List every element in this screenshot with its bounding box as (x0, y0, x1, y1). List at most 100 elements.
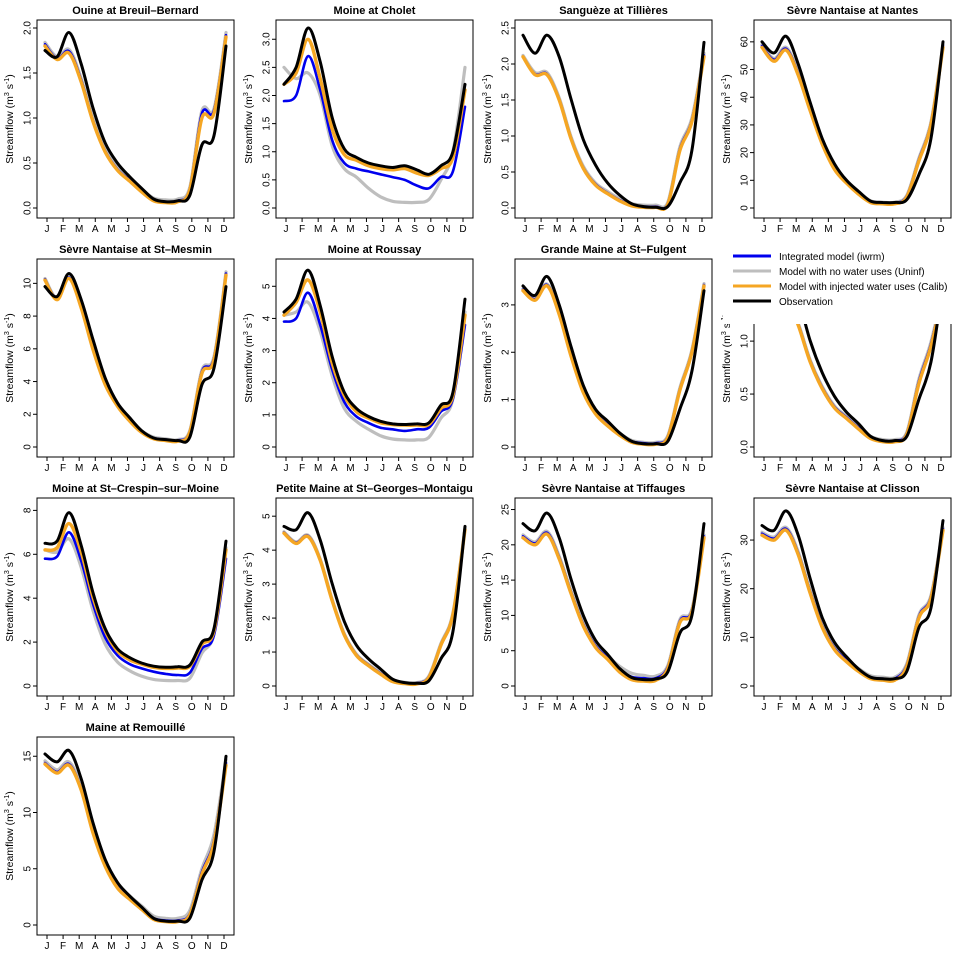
legend-label-iwrm: Integrated model (iwrm) (779, 252, 885, 263)
series-line-iwrm (282, 54, 467, 190)
series-line-uninf (282, 65, 467, 205)
x-tick-label: D (220, 702, 227, 713)
x-tick-label: M (75, 224, 83, 235)
x-tick-label: J (141, 463, 146, 474)
y-tick-label: 10 (501, 609, 512, 621)
y-tick-label: 0 (501, 683, 512, 689)
x-tick-label: J (603, 224, 608, 235)
y-tick-label: 2 (23, 639, 34, 645)
panel-title: Maine at Remouillé (86, 722, 186, 734)
x-tick-label: F (299, 224, 305, 235)
series-line-iwrm (282, 291, 467, 433)
x-tick-label: M (314, 702, 322, 713)
x-tick-label: A (92, 224, 99, 235)
y-tick-label: 2.5 (262, 60, 273, 74)
x-tick-label: O (427, 463, 435, 474)
x-tick-label: A (331, 702, 338, 713)
x-tick-label: O (427, 702, 435, 713)
x-tick-label: S (889, 702, 896, 713)
x-tick-label: J (45, 463, 50, 474)
panel-title: Grande Maine at St–Fulgent (541, 244, 687, 256)
y-tick-label: 1.5 (501, 93, 512, 107)
x-tick-label: J (858, 463, 863, 474)
y-tick-label: 0.5 (501, 165, 512, 179)
y-tick-label: 2.0 (262, 88, 273, 102)
x-tick-label: N (204, 224, 211, 235)
x-tick-label: J (45, 702, 50, 713)
x-tick-label: O (188, 463, 196, 474)
x-tick-label: J (380, 463, 385, 474)
x-tick-label: M (75, 941, 83, 952)
series-line-obs (43, 30, 228, 204)
y-axis-label: Streamflow (m3 s-1) (243, 74, 255, 164)
x-tick-label: N (682, 702, 689, 713)
x-tick-label: J (523, 702, 528, 713)
x-tick-label: M (314, 463, 322, 474)
plot-frame (514, 497, 713, 697)
y-tick-label: 8 (23, 313, 34, 319)
panel-title: Ouine at Breuil–Bernard (72, 5, 199, 17)
plot-frame (753, 497, 952, 697)
x-tick-label: D (937, 702, 944, 713)
y-tick-label: 40 (740, 91, 751, 103)
x-tick-label: F (299, 463, 305, 474)
x-tick-label: J (619, 224, 624, 235)
x-tick-label: M (792, 702, 800, 713)
x-tick-label: S (650, 463, 657, 474)
x-tick-label: O (188, 702, 196, 713)
plot-frame (275, 497, 474, 697)
plot-frame (514, 19, 713, 219)
x-tick-label: S (411, 702, 418, 713)
x-tick-label: N (921, 224, 928, 235)
x-tick-label: J (45, 941, 50, 952)
series-line-iwrm (43, 761, 228, 923)
y-tick-label: 5 (501, 647, 512, 653)
x-tick-label: N (682, 224, 689, 235)
y-tick-label: 0.5 (23, 156, 34, 170)
x-tick-label: M (792, 463, 800, 474)
series-line-calib (282, 528, 467, 687)
x-tick-label: A (809, 702, 816, 713)
y-axis-label: Streamflow (m3 s-1) (4, 74, 16, 164)
plot-frame (753, 19, 952, 219)
y-tick-label: 0 (740, 683, 751, 689)
y-tick-label: 0.5 (262, 172, 273, 186)
series-line-calib (43, 273, 228, 444)
series-line-obs (282, 511, 467, 686)
x-tick-label: A (331, 224, 338, 235)
legend-box (723, 240, 958, 324)
x-tick-label: A (395, 224, 402, 235)
x-tick-label: S (889, 224, 896, 235)
series-line-uninf (43, 537, 228, 683)
chart-panel: Sanguèze at Tillières 0.0 0.5 1.0 1.5 2.0 2.5 J… (482, 5, 713, 235)
series-line-iwrm (760, 527, 945, 682)
x-tick-label: J (523, 224, 528, 235)
x-tick-label: D (698, 463, 705, 474)
x-tick-label: D (937, 224, 944, 235)
y-tick-label: 20 (740, 147, 751, 159)
x-tick-label: S (411, 224, 418, 235)
x-tick-label: D (937, 463, 944, 474)
y-tick-label: 0 (501, 444, 512, 450)
series-line-calib (760, 45, 945, 207)
x-tick-label: J (619, 702, 624, 713)
y-axis-label: Streamflow (m3 s-1) (721, 313, 733, 403)
panel-title: Petite Maine at St–Georges–Montaigu (276, 483, 473, 495)
x-tick-label: J (125, 941, 130, 952)
x-tick-label: N (204, 702, 211, 713)
series-line-uninf (282, 526, 467, 685)
x-tick-label: S (650, 224, 657, 235)
x-tick-label: D (459, 702, 466, 713)
series-line-obs (521, 275, 706, 447)
x-tick-label: J (603, 702, 608, 713)
series-line-calib (282, 37, 467, 178)
legend-label-calib: Model with injected water uses (Calib) (779, 282, 947, 293)
x-tick-label: A (395, 463, 402, 474)
y-tick-label: 5 (23, 866, 34, 872)
x-tick-label: M (585, 463, 593, 474)
x-tick-label: A (873, 463, 880, 474)
